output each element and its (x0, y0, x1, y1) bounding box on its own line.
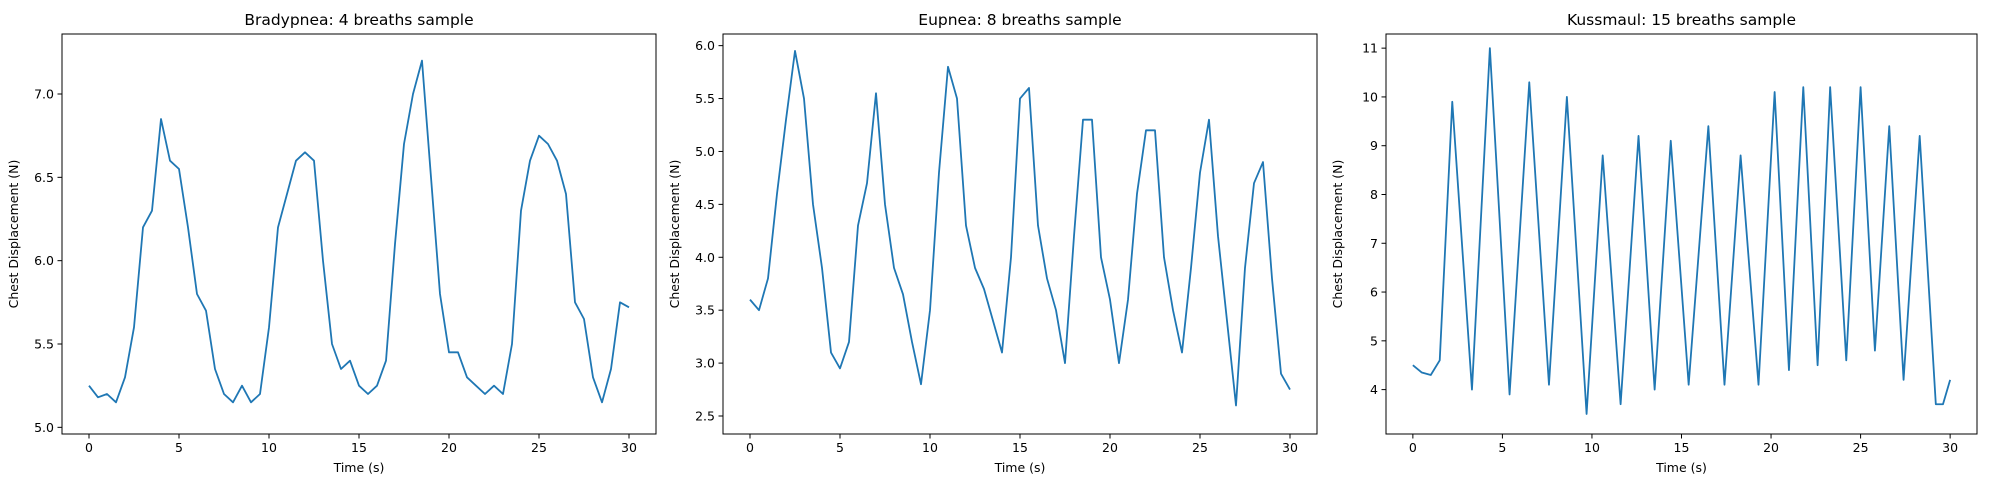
x-tick-label: 20 (1763, 440, 1779, 455)
y-tick-label: 5 (1370, 333, 1378, 348)
y-axis-label: Chest Displacement (N) (6, 160, 21, 309)
y-tick-label: 11 (1362, 41, 1378, 56)
y-tick-label: 3.0 (695, 356, 715, 371)
x-tick-label: 25 (1192, 440, 1208, 455)
chart-title: Eupnea: 8 breaths sample (918, 11, 1121, 29)
y-tick-label: 4 (1370, 382, 1378, 397)
plot-frame (1385, 33, 1978, 435)
data-line (88, 59, 630, 404)
y-axis-label: Chest Displacement (N) (667, 160, 682, 309)
y-tick-label: 6.0 (34, 253, 54, 268)
chart-title: Kussmaul: 15 breaths sample (1567, 11, 1796, 29)
x-tick-label: 10 (1584, 440, 1600, 455)
y-tick-label: 4.5 (695, 197, 715, 212)
x-axis-label: Time (s) (333, 460, 385, 475)
y-tick-label: 6.5 (34, 170, 54, 185)
y-tick-label: 7 (1370, 236, 1378, 251)
x-tick-label: 30 (1942, 440, 1958, 455)
y-tick-label: 4.0 (695, 250, 715, 265)
plot-frame (61, 33, 657, 435)
x-tick-label: 30 (1282, 440, 1298, 455)
y-tick-label: 2.5 (695, 409, 715, 424)
y-tick-label: 10 (1362, 89, 1378, 104)
data-line (749, 50, 1291, 407)
x-tick-label: 5 (175, 440, 183, 455)
x-tick-label: 0 (1409, 440, 1417, 455)
chart-title: Bradypnea: 4 breaths sample (244, 11, 473, 29)
plot-frame (722, 33, 1318, 435)
x-tick-label: 10 (922, 440, 938, 455)
y-tick-label: 5.5 (695, 91, 715, 106)
x-tick-label: 30 (621, 440, 637, 455)
x-axis-label: Time (s) (1655, 460, 1707, 475)
x-tick-label: 10 (261, 440, 277, 455)
x-tick-label: 15 (1674, 440, 1690, 455)
y-tick-label: 6 (1370, 285, 1378, 300)
y-tick-label: 5.0 (695, 144, 715, 159)
y-tick-label: 3.5 (695, 303, 715, 318)
x-tick-label: 5 (836, 440, 844, 455)
y-tick-label: 5.0 (34, 420, 54, 435)
x-tick-label: 15 (351, 440, 367, 455)
y-tick-label: 8 (1370, 187, 1378, 202)
data-line (1412, 47, 1952, 415)
x-tick-label: 25 (1853, 440, 1869, 455)
y-tick-label: 7.0 (34, 87, 54, 102)
x-tick-label: 0 (85, 440, 93, 455)
y-tick-label: 6.0 (695, 38, 715, 53)
y-tick-label: 9 (1370, 138, 1378, 153)
x-tick-label: 20 (441, 440, 457, 455)
x-tick-label: 20 (1102, 440, 1118, 455)
x-tick-label: 0 (746, 440, 754, 455)
y-axis-label: Chest Displacement (N) (1330, 160, 1345, 309)
y-tick-label: 5.5 (34, 337, 54, 352)
x-tick-label: 15 (1012, 440, 1028, 455)
x-axis-label: Time (s) (994, 460, 1046, 475)
x-tick-label: 5 (1498, 440, 1506, 455)
x-tick-label: 25 (531, 440, 547, 455)
